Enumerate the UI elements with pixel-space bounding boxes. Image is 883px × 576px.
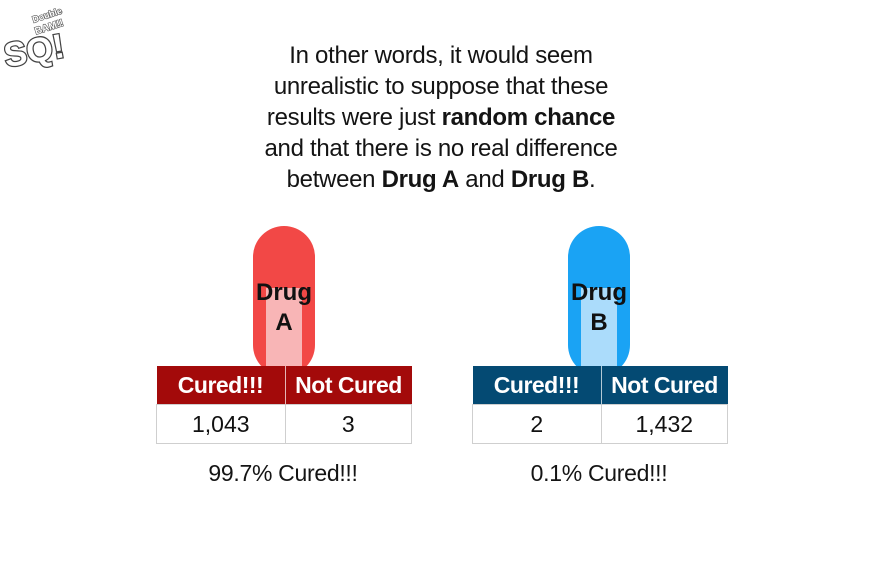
drug-a-cured-count: 1,043 — [156, 404, 286, 444]
drug-b-table: Cured!!! Not Cured 2 1,432 — [472, 366, 728, 444]
drug-a-header-cured: Cured!!! — [156, 366, 286, 405]
drug-a-table: Cured!!! Not Cured 1,043 3 — [156, 366, 412, 444]
statquest-logo: Double BAM!! SQ! — [4, 5, 68, 76]
drug-b-summary: 0.1% Cured!!! — [530, 460, 668, 486]
drug-b-pill: Drug B — [568, 226, 630, 376]
drug-b-pill-letter: B — [590, 309, 608, 336]
drug-a-header-row: Cured!!! Not Cured — [156, 366, 412, 405]
emphasis-random-chance: random chance — [441, 104, 616, 131]
drug-a-pill-inner — [266, 288, 302, 376]
drug-b-pill-word: Drug — [571, 279, 627, 306]
emphasis-drug-a: Drug A — [381, 166, 460, 193]
drug-b-value-row: 2 1,432 — [472, 404, 728, 444]
drug-b-header-not-cured: Not Cured — [601, 366, 728, 405]
drug-a-value-row: 1,043 3 — [156, 404, 412, 444]
drug-b-pill-inner — [581, 288, 617, 376]
drug-a-summary: 99.7% Cured!!! — [208, 460, 358, 486]
emphasis-drug-b: Drug B — [510, 166, 590, 193]
drug-b-header-row: Cured!!! Not Cured — [472, 366, 728, 405]
drug-b-cured-count: 2 — [472, 404, 602, 444]
drug-b-not-cured-count: 1,432 — [600, 404, 728, 444]
drug-a-pill-letter: A — [275, 309, 293, 336]
logo-line-3: SQ! — [4, 27, 67, 75]
drug-a-pill-word: Drug — [256, 279, 312, 306]
drug-a-header-not-cured: Not Cured — [285, 366, 412, 405]
drug-b-header-cured: Cured!!! — [472, 366, 602, 405]
drug-a-not-cured-count: 3 — [284, 404, 412, 444]
drug-a-pill: Drug A — [253, 226, 315, 376]
caption-text: In other words, it would seem unrealisti… — [264, 42, 618, 193]
